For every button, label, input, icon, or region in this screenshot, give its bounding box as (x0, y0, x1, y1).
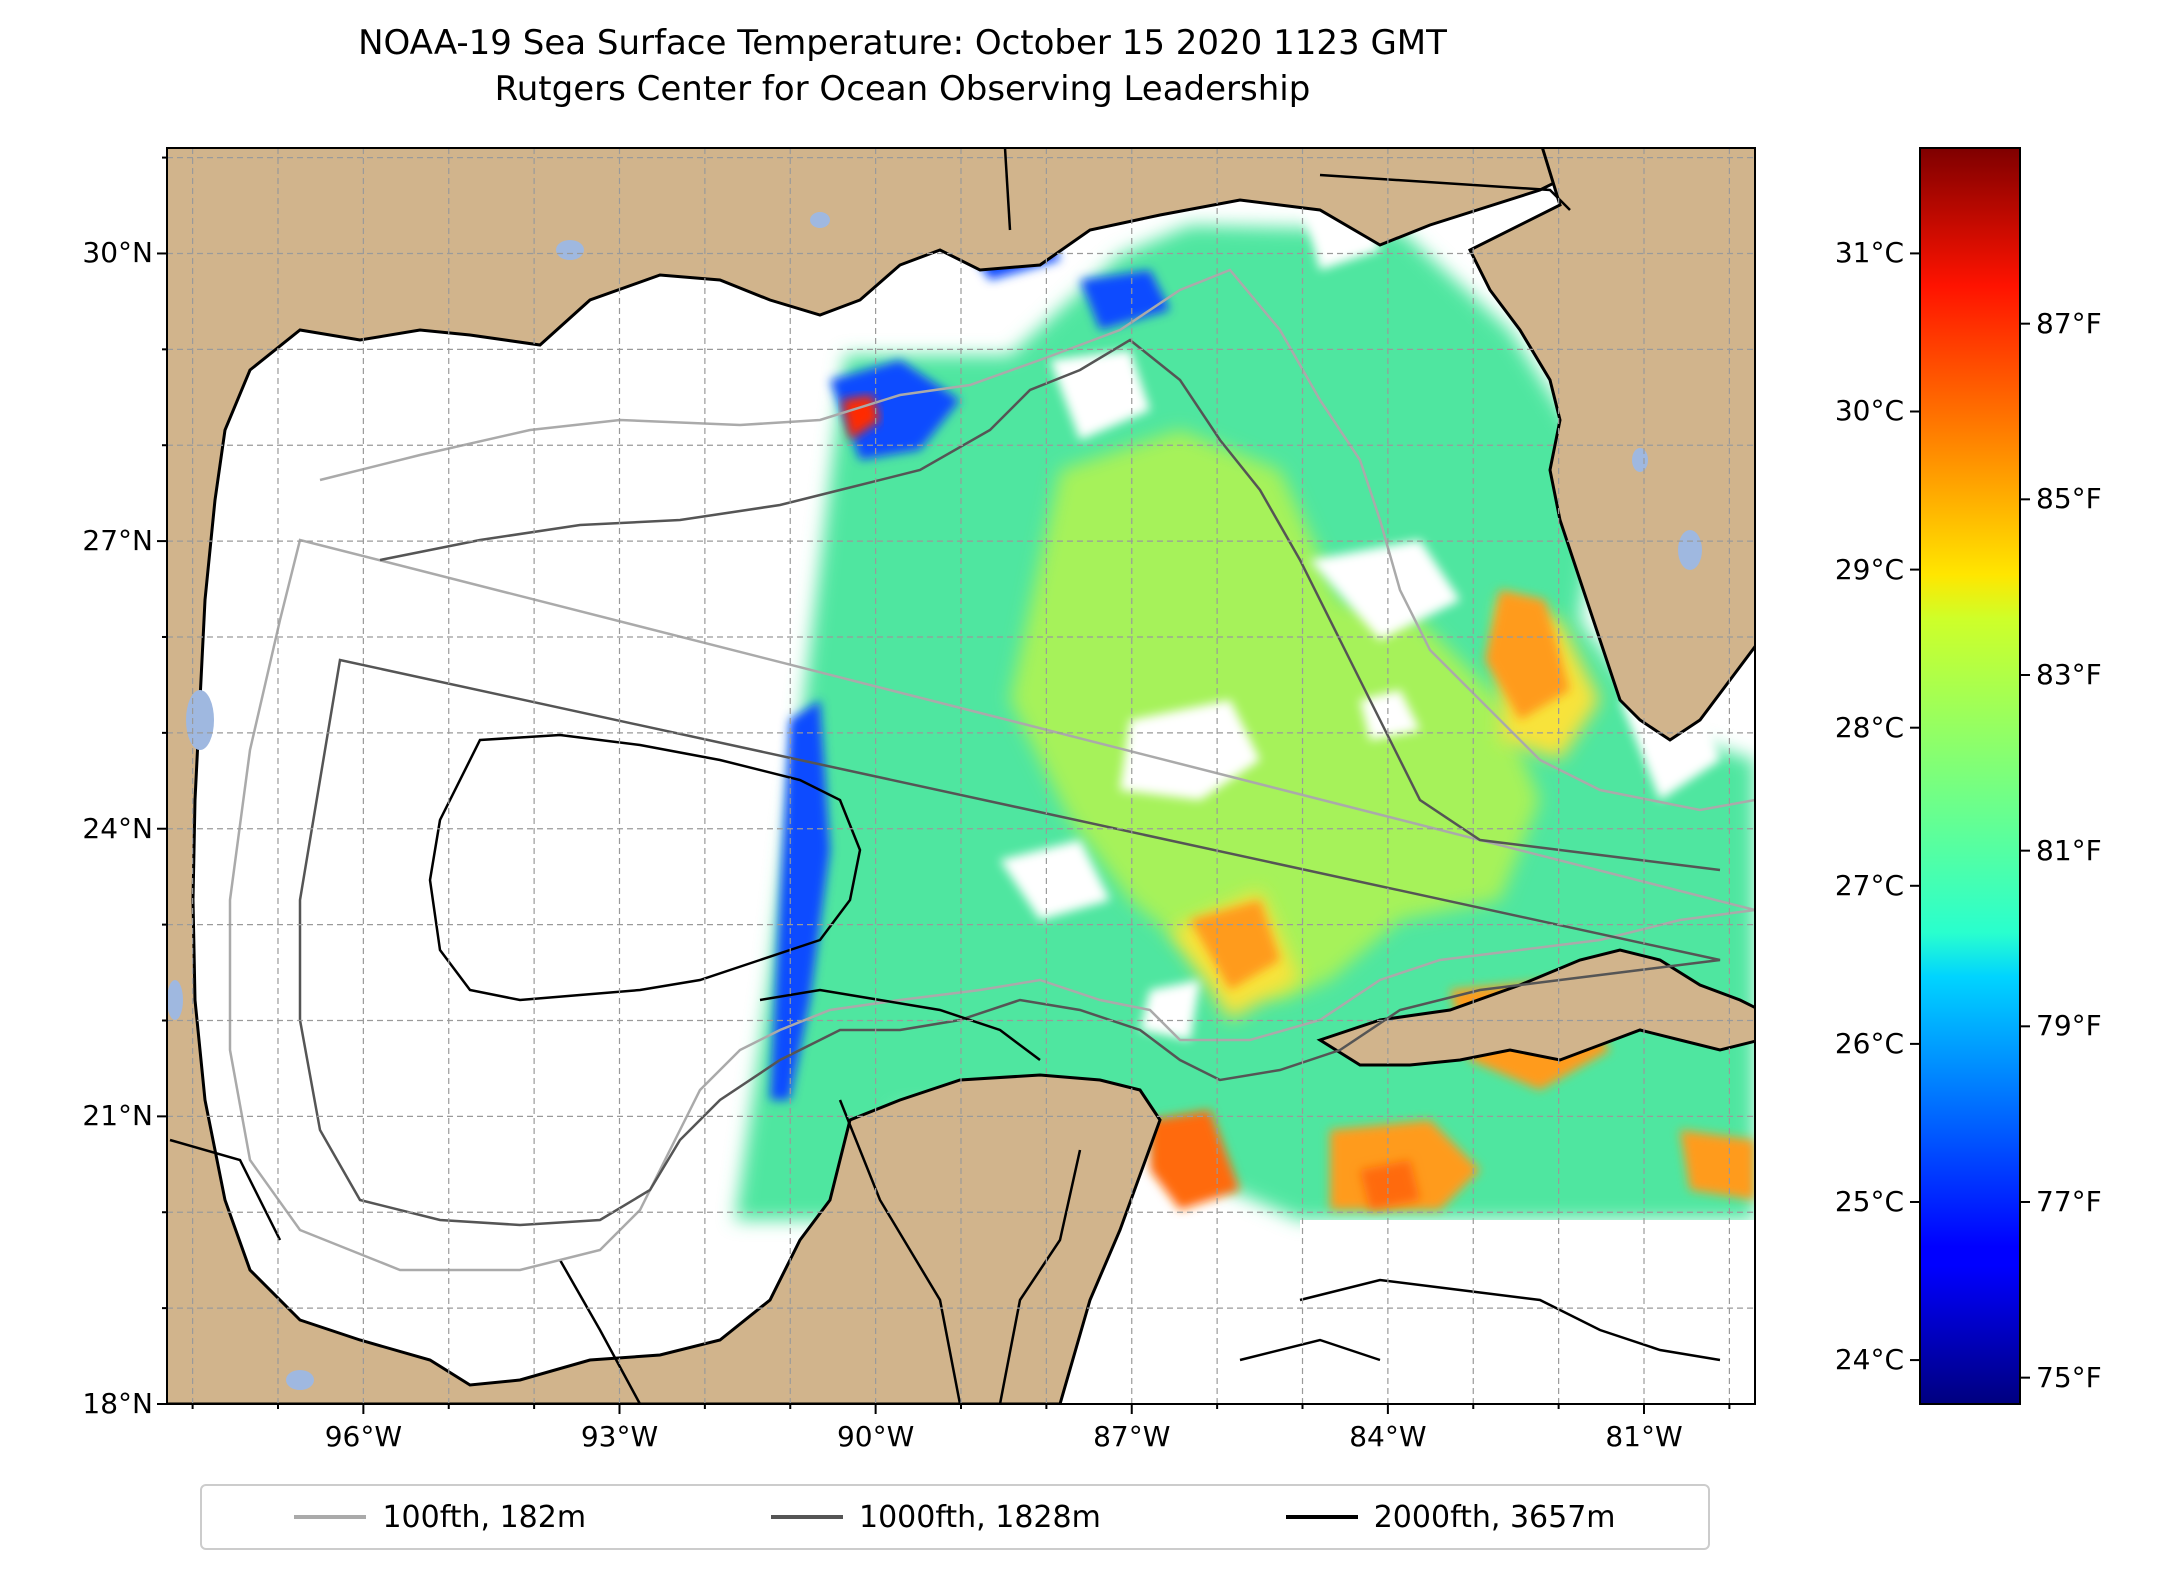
latitude-tick-label: 24°N (82, 811, 153, 845)
land (167, 148, 1755, 1404)
gridlines (167, 148, 1755, 1404)
sst-hot-patches (1150, 1110, 1420, 1210)
colorbar-fahrenheit-label: 87°F (2036, 306, 2102, 340)
colorbar-ticks (1910, 252, 2030, 1379)
contour-2000fth (428, 733, 1721, 1362)
legend-label-1000fth: 1000fth, 1828m (859, 1499, 1101, 1535)
colorbar-fahrenheit-label: 77°F (2036, 1184, 2102, 1218)
longitude-tick-label: 87°W (1093, 1420, 1171, 1453)
colorbar-celsius-label: 25°C (1834, 1184, 1904, 1218)
legend-swatch-2000fth (1285, 1515, 1358, 1519)
latitude-tick-label: 21°N (82, 1099, 153, 1133)
map-area (167, 148, 1755, 1404)
colorbar-celsius-label: 28°C (1834, 710, 1904, 744)
legend-entry-2000fth: 2000fth, 3657m (1285, 1499, 1616, 1535)
colorbar-fahrenheit-label: 81°F (2036, 833, 2102, 867)
sst-yellow-patches (1170, 600, 1600, 1020)
bathymetry-contours (228, 268, 1755, 1362)
chart-titles: NOAA-19 Sea Surface Temperature: October… (0, 20, 1805, 112)
colorbar (1910, 147, 2030, 1405)
colorbar-gradient (1919, 147, 2021, 1405)
longitude-tick-label: 81°W (1605, 1420, 1683, 1453)
legend-entry-1000fth: 1000fth, 1828m (771, 1500, 1101, 1535)
sst-field (735, 150, 1755, 1404)
colorbar-celsius-label: 24°C (1834, 1343, 1904, 1377)
contour-legend: 100fth, 182m 1000fth, 1828m 2000fth, 365… (200, 1484, 1710, 1550)
map-tick-marks (157, 156, 1731, 1414)
legend-label-2000fth: 2000fth, 3657m (1373, 1499, 1616, 1535)
longitude-tick-label: 84°W (1349, 1420, 1427, 1453)
colorbar-fahrenheit-label: 75°F (2036, 1360, 2102, 1394)
latitude-tick-label: 27°N (82, 524, 153, 558)
latitude-tick-label: 18°N (82, 1387, 153, 1420)
legend-entry-100fth: 100fth, 182m (294, 1500, 586, 1535)
sst-hotspot (842, 395, 880, 440)
colorbar-celsius-label: 30°C (1834, 394, 1904, 428)
data-gap-south (1300, 1220, 1755, 1404)
cuba-land (1316, 948, 1755, 1067)
colorbar-fahrenheit-label: 85°F (2036, 482, 2102, 516)
latitude-tick-label: 30°N (82, 236, 153, 270)
sst-cold-patches (770, 205, 1170, 1100)
legend-label-100fth: 100fth, 182m (382, 1499, 587, 1535)
political-boundaries (169, 148, 1571, 1404)
contour-1000fth (298, 338, 1721, 1227)
colorbar-celsius-label: 31°C (1834, 236, 1904, 270)
colorbar-celsius-label: 26°C (1834, 1026, 1904, 1060)
mexico-us-land (167, 148, 1622, 1404)
contour-100fth (228, 268, 1755, 1272)
legend-swatch-100fth (294, 1515, 367, 1519)
colorbar-fahrenheit-label: 83°F (2036, 657, 2102, 691)
sst-mid-region (1010, 430, 1540, 1000)
legend-swatch-1000fth (771, 1515, 843, 1519)
longitude-tick-label: 90°W (836, 1420, 915, 1453)
longitude-tick-label: 96°W (324, 1420, 403, 1453)
florida-land (1467, 148, 1755, 742)
chart-subtitle: Rutgers Center for Ocean Observing Leade… (494, 69, 1311, 109)
colorbar-fahrenheit-label: 79°F (2036, 1009, 2102, 1043)
chart-title: NOAA-19 Sea Surface Temperature: October… (358, 23, 1447, 63)
sst-warm-patches (1190, 590, 1755, 1210)
lakes (167, 212, 1702, 1390)
colorbar-celsius-label: 27°C (1834, 868, 1904, 902)
colorbar-celsius-label: 29°C (1834, 552, 1904, 586)
longitude-tick-label: 93°W (580, 1420, 659, 1453)
